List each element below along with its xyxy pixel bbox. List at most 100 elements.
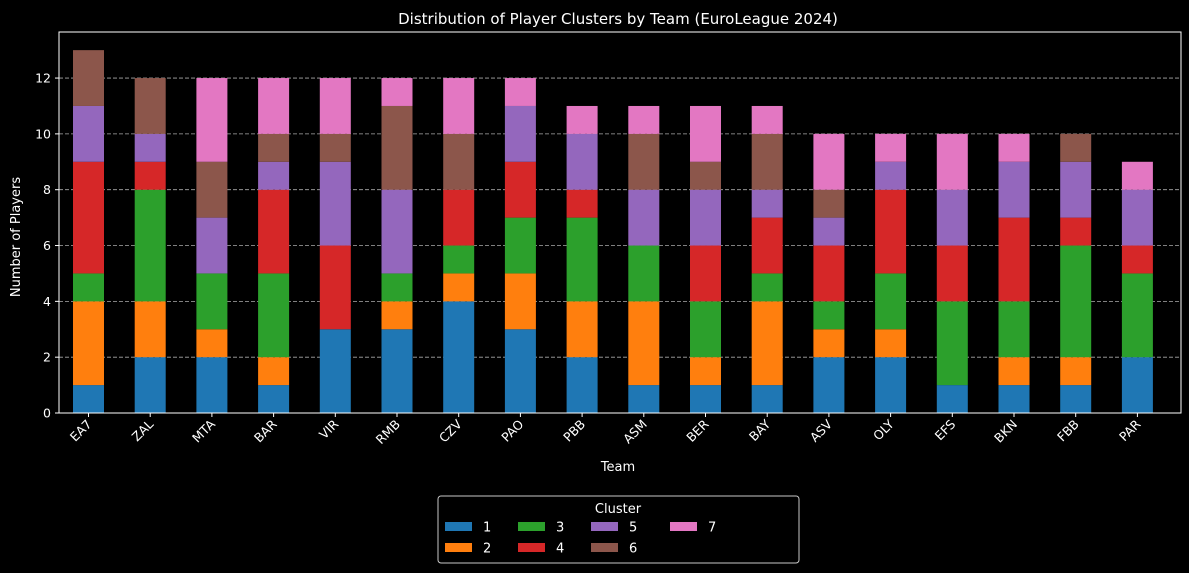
- bar-ea7-cluster-4: [73, 161, 104, 274]
- bar-czv-cluster-2: [443, 273, 475, 302]
- bar-bkn-cluster-3: [998, 301, 1030, 358]
- bar-ea7-cluster-2: [73, 301, 104, 386]
- bar-zal-cluster-1: [134, 357, 166, 413]
- bar-bay-cluster-2: [751, 301, 783, 386]
- x-tick-label: OLY: [870, 416, 897, 443]
- bars: [73, 50, 1153, 413]
- bar-oly-cluster-4: [875, 189, 907, 274]
- x-tick-label: PBB: [560, 417, 588, 445]
- chart-title: Distribution of Player Clusters by Team …: [398, 10, 838, 28]
- x-tick-label: ASM: [620, 417, 650, 447]
- x-tick-label: EA7: [67, 417, 95, 445]
- bar-vir-cluster-6: [319, 133, 351, 162]
- plot-frame: [58, 31, 1182, 414]
- bar-mta-cluster-2: [196, 329, 228, 358]
- bar-ber-cluster-7: [690, 105, 721, 162]
- x-tick-label: ZAL: [129, 417, 157, 445]
- bar-efs-cluster-4: [936, 245, 968, 302]
- bar-fbb-cluster-4: [1060, 217, 1092, 246]
- bar-zal-cluster-2: [134, 301, 166, 358]
- bar-bkn-cluster-1: [998, 385, 1030, 413]
- bar-bar-cluster-7: [258, 78, 290, 134]
- x-tick-label: CZV: [436, 416, 465, 445]
- x-tick-label: BER: [683, 416, 712, 445]
- bar-efs-cluster-3: [936, 301, 968, 386]
- bar-rmb-cluster-7: [381, 78, 413, 106]
- bar-oly-cluster-2: [875, 329, 907, 358]
- bar-asv-cluster-7: [813, 133, 845, 190]
- bar-bay-cluster-7: [751, 105, 783, 134]
- bar-par-cluster-4: [1121, 245, 1153, 274]
- bar-asv-cluster-5: [813, 217, 845, 246]
- bar-bar-cluster-5: [258, 161, 290, 190]
- bar-fbb-cluster-3: [1060, 245, 1092, 358]
- bar-pbb-cluster-5: [566, 133, 598, 190]
- bar-bkn-cluster-4: [998, 217, 1030, 302]
- bar-pbb-cluster-3: [566, 217, 598, 302]
- bar-bar-cluster-6: [258, 133, 290, 162]
- bar-bay-cluster-1: [751, 385, 783, 413]
- bar-ea7-cluster-3: [73, 273, 104, 302]
- bar-pao-cluster-4: [504, 161, 536, 218]
- bar-mta-cluster-6: [196, 161, 228, 218]
- legend-swatch-4: [518, 543, 545, 552]
- y-tick-label: 8: [43, 182, 51, 197]
- bar-mta-cluster-1: [196, 357, 228, 413]
- bar-vir-cluster-1: [319, 329, 351, 413]
- x-tick-label: BKN: [991, 417, 1020, 446]
- x-axis: EA7 ZAL MTA BAR VIR RMB CZV PAO PBB ASM BER BAY ASV O…: [67, 413, 1144, 447]
- bar-oly-cluster-1: [875, 357, 907, 413]
- bar-efs-cluster-1: [936, 385, 968, 413]
- y-tick-label: 10: [35, 126, 51, 141]
- bar-asm-cluster-3: [628, 245, 660, 302]
- bar-rmb-cluster-6: [381, 105, 413, 190]
- bar-zal-cluster-4: [134, 161, 166, 190]
- bar-pao-cluster-2: [504, 273, 536, 330]
- bar-ber-cluster-5: [690, 189, 721, 246]
- x-tick-label: FBB: [1054, 417, 1082, 445]
- bar-asv-cluster-3: [813, 301, 845, 330]
- legend-label-5: 5: [629, 521, 637, 536]
- bar-asm-cluster-7: [628, 105, 660, 134]
- bar-czv-cluster-3: [443, 245, 475, 274]
- bar-asm-cluster-1: [628, 385, 660, 413]
- legend-title: Cluster: [595, 502, 642, 517]
- bar-par-cluster-3: [1121, 273, 1153, 358]
- legend-label-2: 2: [483, 542, 491, 557]
- bar-asv-cluster-6: [813, 189, 845, 218]
- bar-fbb-cluster-2: [1060, 357, 1092, 386]
- x-axis-label: Team: [600, 460, 635, 475]
- bar-oly-cluster-7: [875, 133, 907, 162]
- bar-par-cluster-1: [1121, 357, 1153, 413]
- bar-vir-cluster-4: [319, 245, 351, 330]
- bar-pao-cluster-3: [504, 217, 536, 274]
- legend-label-7: 7: [708, 521, 716, 536]
- x-tick-label: BAR: [251, 416, 280, 445]
- bar-rmb-cluster-1: [381, 329, 413, 413]
- bar-oly-cluster-3: [875, 273, 907, 330]
- bar-bar-cluster-1: [258, 385, 290, 413]
- bar-pbb-cluster-7: [566, 105, 598, 134]
- legend-items: 1 2 3 4 5 6 7: [445, 521, 716, 557]
- y-tick-label: 12: [35, 71, 51, 86]
- grid-lines: [59, 77, 1181, 414]
- bar-asm-cluster-6: [628, 133, 660, 190]
- legend-swatch-3: [518, 522, 545, 531]
- bar-pao-cluster-5: [504, 105, 536, 162]
- bar-bkn-cluster-2: [998, 357, 1030, 386]
- bar-rmb-cluster-5: [381, 189, 413, 274]
- bar-czv-cluster-7: [443, 78, 475, 134]
- y-tick-label: 6: [43, 238, 51, 253]
- bar-pao-cluster-7: [504, 78, 536, 106]
- bar-pbb-cluster-2: [566, 301, 598, 358]
- y-axis: 0 2 4 6 8 10 12: [35, 71, 59, 421]
- x-tick-label: EFS: [932, 416, 959, 443]
- legend: Cluster 1 2 3 4 5 6 7: [437, 495, 800, 564]
- bar-bar-cluster-2: [258, 357, 290, 386]
- bar-asv-cluster-4: [813, 245, 845, 302]
- bar-bkn-cluster-7: [998, 133, 1030, 162]
- bar-ber-cluster-3: [690, 301, 721, 358]
- x-tick-label: PAO: [498, 416, 526, 444]
- bar-rmb-cluster-2: [381, 301, 413, 330]
